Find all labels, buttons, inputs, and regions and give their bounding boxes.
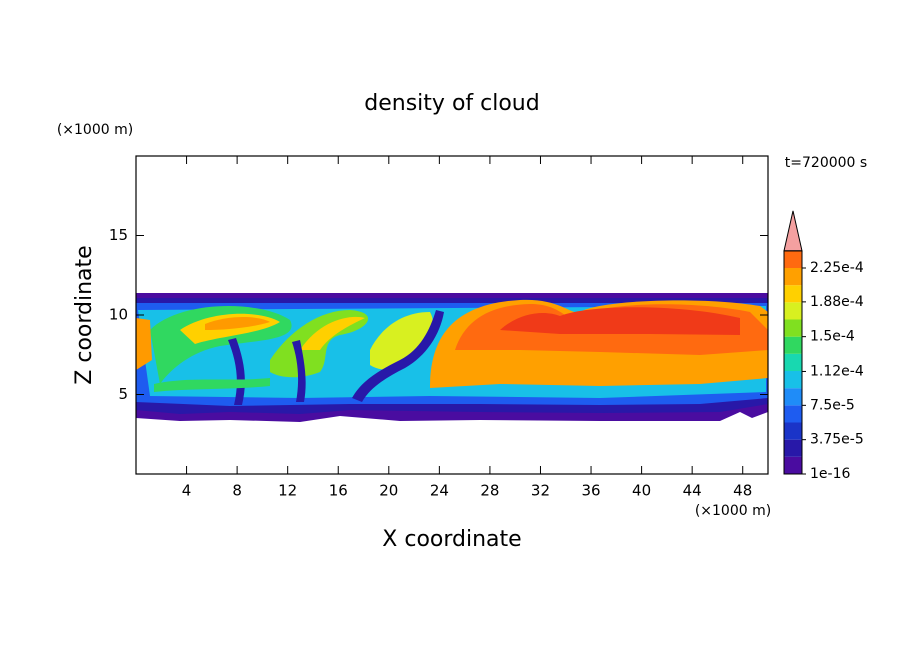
colorbar-tick-label: 2.25e-4: [810, 260, 864, 276]
x-tick-label: 16: [329, 482, 348, 500]
colorbar-band: [784, 422, 802, 440]
colorbar-band: [784, 439, 802, 457]
colorbar-band: [784, 250, 802, 268]
x-tick-label: 44: [683, 482, 702, 500]
colorbar-tick-label: 7.5e-5: [810, 397, 855, 413]
x-tick-label: 4: [182, 482, 192, 500]
y-unit: (×1000 m): [57, 122, 133, 138]
colorbar-tick-label: 3.75e-5: [810, 432, 864, 448]
colorbar-tick-label: 1.12e-4: [810, 363, 864, 379]
x-tick-label: 32: [531, 482, 550, 500]
x-tick-label: 20: [379, 482, 398, 500]
x-tick-label: 24: [430, 482, 449, 500]
contour-field: [136, 293, 768, 422]
colorbar-tick-label: 1.5e-4: [810, 329, 855, 345]
x-tick-label: 36: [581, 482, 600, 500]
colorbar-band: [784, 456, 802, 474]
colorbar-tick-label: 1.88e-4: [810, 294, 864, 310]
x-tick-label: 48: [733, 482, 752, 500]
x-tick-label: 8: [232, 482, 242, 500]
colorbar-band: [784, 353, 802, 371]
time-label: t=720000 s: [785, 155, 867, 171]
colorbar-band: [784, 268, 802, 286]
x-tick-label: 12: [278, 482, 297, 500]
y-tick-label: 5: [118, 385, 128, 403]
colorbar-tick-label: 1e-16: [810, 466, 850, 482]
chart-title: density of cloud: [364, 91, 539, 116]
colorbar-band: [784, 285, 802, 303]
colorbar-band: [784, 302, 802, 320]
colorbar-band: [784, 336, 802, 354]
colorbar-frame: [783, 250, 803, 475]
colorbar-band: [784, 319, 802, 337]
y-axis-label: Z coordinate: [72, 245, 97, 384]
y-tick-label: 15: [109, 226, 128, 244]
colorbar-band: [784, 405, 802, 423]
colorbar-band: [784, 371, 802, 389]
x-tick-label: 28: [480, 482, 499, 500]
x-axis-label: X coordinate: [382, 527, 521, 552]
x-unit: (×1000 m): [695, 503, 771, 519]
colorbar-band: [784, 388, 802, 406]
y-tick-label: 10: [109, 306, 128, 324]
colorbar-extend: [783, 210, 803, 252]
x-tick-label: 40: [632, 482, 651, 500]
